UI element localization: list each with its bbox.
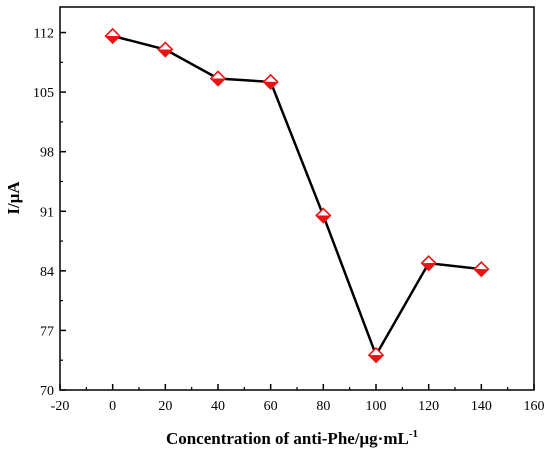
x-tick-label: 20	[158, 399, 172, 414]
marker-outline	[473, 261, 490, 278]
marker-outline	[420, 255, 437, 272]
marker-upper-half	[369, 348, 383, 356]
marker-upper-half	[421, 256, 436, 264]
x-tick-label: 140	[471, 399, 492, 414]
x-axis-title: Concentration of anti-Phe/μg·mL-1	[166, 428, 418, 448]
marker-upper-half	[316, 208, 331, 216]
x-axis-title-superscript: -1	[409, 428, 418, 440]
marker-outline	[104, 27, 121, 45]
marker-lower-half	[316, 215, 331, 223]
plot-frame	[59, 6, 535, 391]
y-tick-label: 84	[40, 265, 54, 280]
x-tick-label: 40	[211, 399, 225, 414]
x-tick-label: 160	[524, 399, 545, 414]
y-tick-label: 105	[33, 86, 54, 101]
marker-upper-half	[474, 262, 489, 270]
marker-upper-half	[158, 42, 173, 50]
x-tick-label: 100	[366, 399, 387, 414]
data-point-marker	[420, 255, 437, 272]
data-point-marker	[209, 70, 227, 87]
marker-outline	[209, 70, 227, 87]
marker-lower-half	[158, 49, 173, 57]
marker-lower-half	[421, 263, 436, 271]
marker-outline	[157, 41, 174, 58]
marker-outline	[315, 207, 332, 224]
x-tick-label: 60	[264, 399, 278, 414]
y-tick-label: 70	[40, 384, 54, 399]
marker-upper-half	[105, 28, 120, 36]
marker-upper-half	[211, 71, 225, 79]
x-axis: -20 0 20 40 60 80 100 120 140 160	[51, 384, 545, 414]
y-tick-label: 91	[40, 205, 54, 220]
data-markers	[104, 27, 490, 364]
marker-upper-half	[263, 74, 278, 82]
data-point-marker	[262, 73, 279, 91]
data-point-marker	[104, 27, 121, 45]
y-axis: 70 77 84 91 98 105 112	[33, 27, 66, 399]
marker-lower-half	[369, 355, 383, 363]
x-tick-label: 80	[316, 399, 330, 414]
marker-lower-half	[105, 35, 120, 43]
marker-outline	[262, 73, 279, 91]
y-axis-title: I/μA	[4, 181, 23, 215]
y-tick-label: 77	[40, 324, 54, 339]
x-tick-label: 0	[109, 399, 116, 414]
x-tick-label: 120	[418, 399, 439, 414]
data-point-marker	[157, 41, 174, 58]
marker-outline	[367, 346, 385, 364]
data-point-marker	[315, 207, 332, 224]
data-point-marker	[367, 346, 385, 364]
data-point-marker	[473, 261, 490, 278]
x-tick-label: -20	[51, 399, 70, 414]
series-line	[112, 34, 482, 359]
y-tick-label: 98	[40, 146, 54, 161]
marker-lower-half	[263, 81, 278, 89]
marker-lower-half	[211, 78, 225, 86]
y-tick-label: 112	[34, 27, 54, 42]
marker-lower-half	[474, 269, 489, 277]
